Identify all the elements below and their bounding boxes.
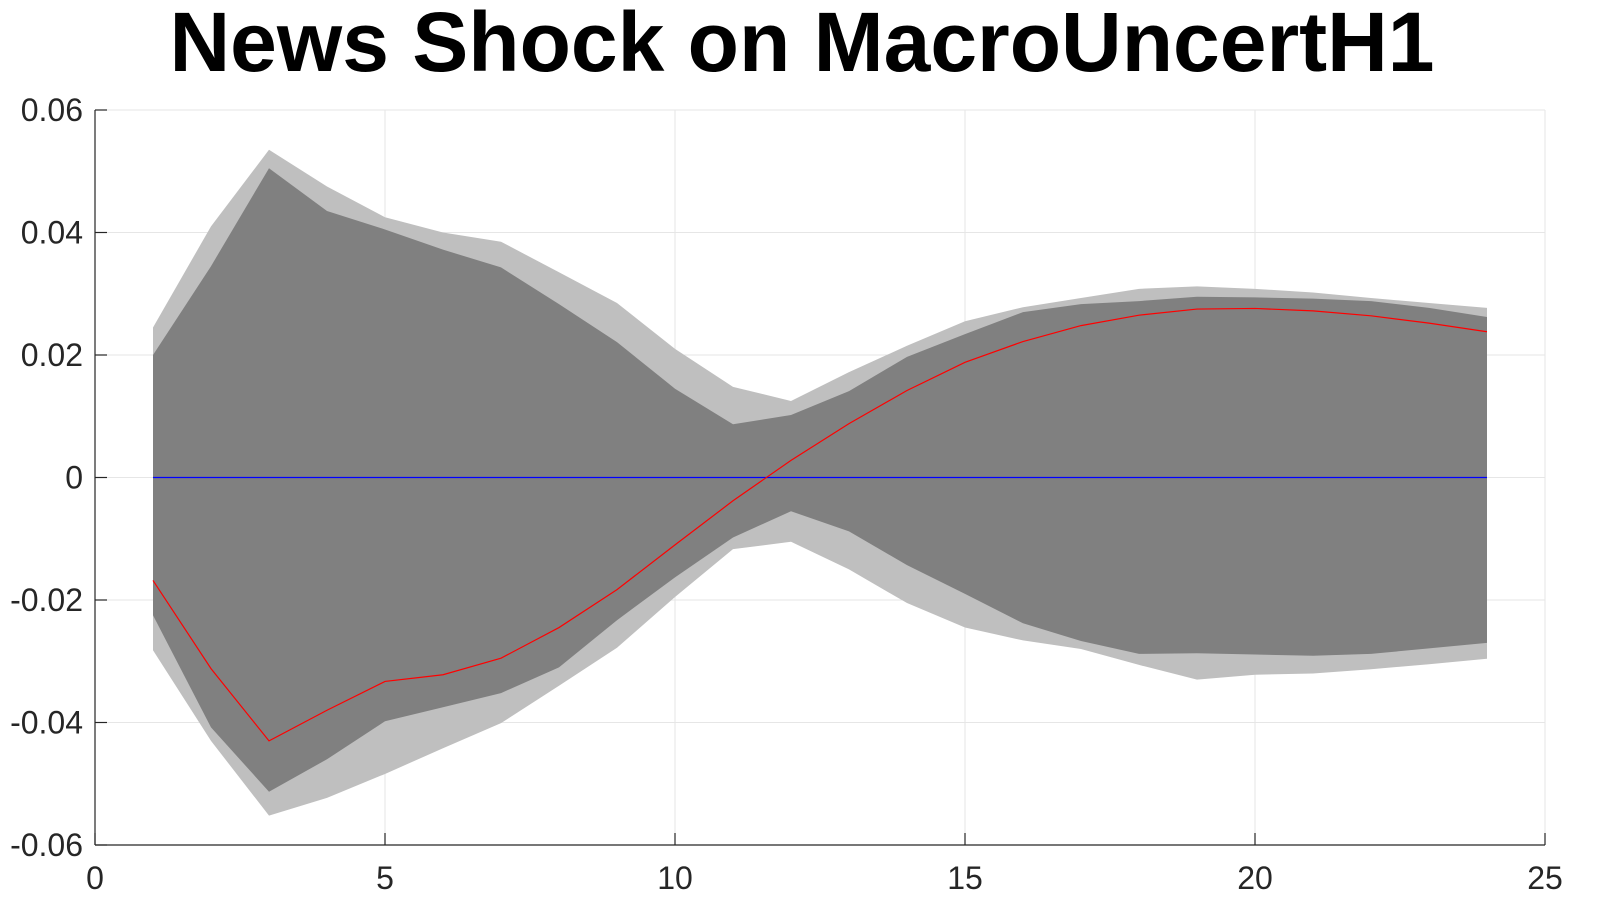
axes <box>94 109 1546 846</box>
x-tick-label: 20 <box>1237 860 1273 896</box>
y-tick-label: -0.02 <box>10 582 83 618</box>
y-tick-label: -0.06 <box>10 827 83 863</box>
tick-labels: 0 5 10 15 20 25 0.06 0.04 0.02 0 -0.02 -0.04 -0.06 <box>10 92 1563 896</box>
bands <box>153 149 1487 816</box>
y-tick-label: 0.04 <box>21 215 83 251</box>
x-tick-label: 10 <box>657 860 693 896</box>
inner-confidence-band <box>153 168 1487 792</box>
x-tick-label: 15 <box>947 860 983 896</box>
x-tick-label: 0 <box>86 860 104 896</box>
y-tick-label: 0.06 <box>21 92 83 128</box>
chart-title: News Shock on MacroUncertH1 <box>169 0 1435 89</box>
response-line <box>152 307 1488 742</box>
y-tick-label: -0.04 <box>10 705 83 741</box>
y-tick-label: 0 <box>65 460 83 496</box>
x-tick-label: 25 <box>1527 860 1563 896</box>
series-lines <box>152 307 1488 742</box>
y-tick-label: 0.02 <box>21 337 83 373</box>
x-tick-label: 5 <box>376 860 394 896</box>
